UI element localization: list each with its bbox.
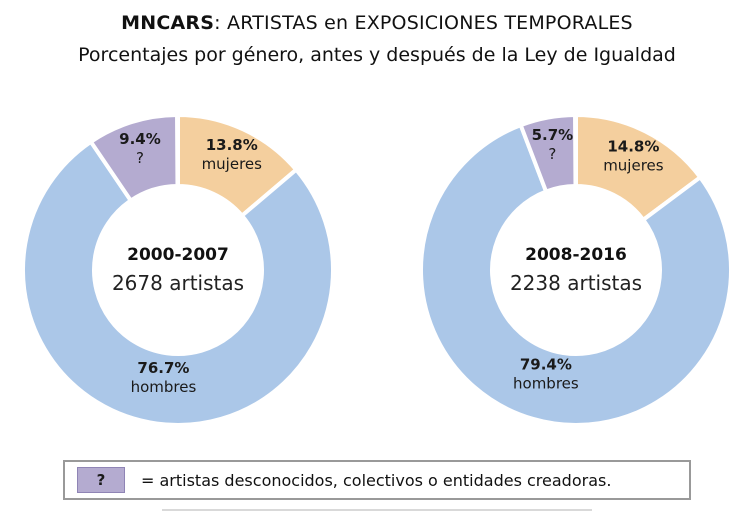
slice-label-hombres: 76.7% hombres [131,359,197,396]
legend: ? = artistas desconocidos, colectivos o … [63,460,691,500]
page-title: MNCARS: ARTISTAS en EXPOSICIONES TEMPORA… [0,12,754,34]
page: MNCARS: ARTISTAS en EXPOSICIONES TEMPORA… [0,0,754,511]
slice-hombres [419,122,733,427]
header: MNCARS: ARTISTAS en EXPOSICIONES TEMPORA… [0,0,754,66]
legend-text: = artistas desconocidos, colectivos o en… [141,470,612,490]
bottom-divider [162,509,592,511]
charts-row: 13.8% mujeres 76.7% hombres 9.4%? 2000-2007 … [0,100,754,440]
slice-label-mujeres: 14.8% mujeres [603,138,664,175]
unknown-category-swatch: ? [77,467,125,493]
donut-svg-right: 14.8% mujeres 79.4% hombres 5.7%? [419,112,733,427]
slice-label-desconocidos: 5.7%? [532,126,574,163]
title-museum: MNCARS [121,12,215,34]
slice-label-hombres: 79.4% hombres [513,356,579,393]
donut-chart-2008-2016: 14.8% mujeres 79.4% hombres 5.7%? 2008-2016 … [406,100,746,440]
title-rest: : ARTISTAS en EXPOSICIONES TEMPORALES [214,12,633,34]
page-subtitle: Porcentajes por género, antes y después … [78,44,676,66]
slice-hombres [21,139,335,427]
slice-label-mujeres: 13.8% mujeres [202,136,263,173]
slice-desconocidos [88,112,180,204]
legend-symbol: ? [96,471,106,489]
slice-label-desconocidos: 9.4%? [119,130,161,167]
donut-chart-2000-2007: 13.8% mujeres 76.7% hombres 9.4%? 2000-2007 … [8,100,348,440]
donut-svg-left: 13.8% mujeres 76.7% hombres 9.4%? [21,112,335,427]
slice-desconocidos [518,112,578,195]
